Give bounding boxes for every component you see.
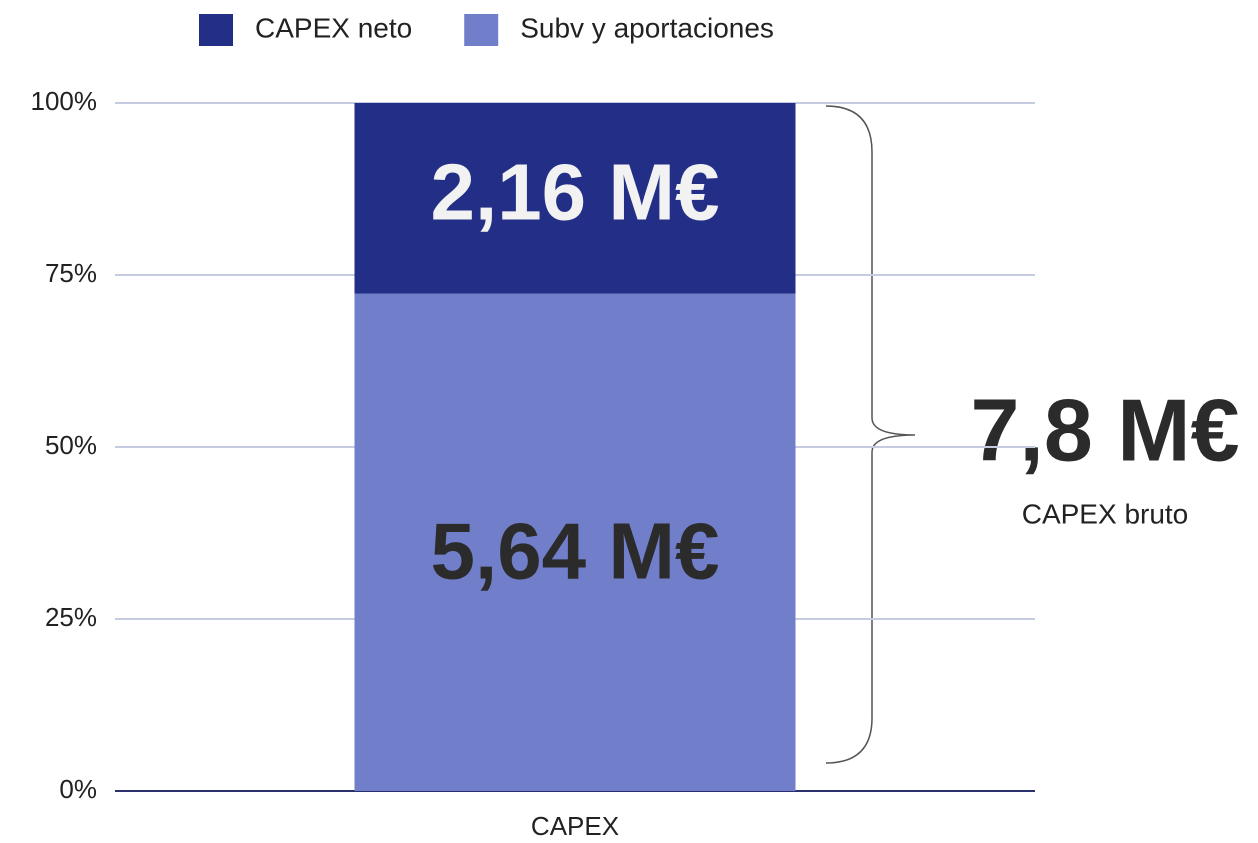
y-tick-label: 100% <box>31 86 98 116</box>
y-tick-label: 50% <box>45 430 97 460</box>
legend-swatch <box>199 14 233 46</box>
legend-label: CAPEX neto <box>255 12 412 43</box>
y-tick-label: 0% <box>59 774 97 804</box>
total-caption: CAPEX bruto <box>1022 498 1189 529</box>
y-tick-label: 25% <box>45 602 97 632</box>
y-tick-label: 75% <box>45 258 97 288</box>
total-annotation: 7,8 M€ <box>970 380 1239 479</box>
bar-segment <box>354 293 796 791</box>
x-tick-label: CAPEX <box>531 811 619 841</box>
data-label: 2,16 M€ <box>430 147 719 236</box>
legend-swatch <box>464 14 499 46</box>
brace <box>825 105 916 764</box>
data-label: 5,64 M€ <box>430 506 719 595</box>
bar-segment <box>354 103 796 294</box>
legend-label: Subv y aportaciones <box>520 12 774 43</box>
